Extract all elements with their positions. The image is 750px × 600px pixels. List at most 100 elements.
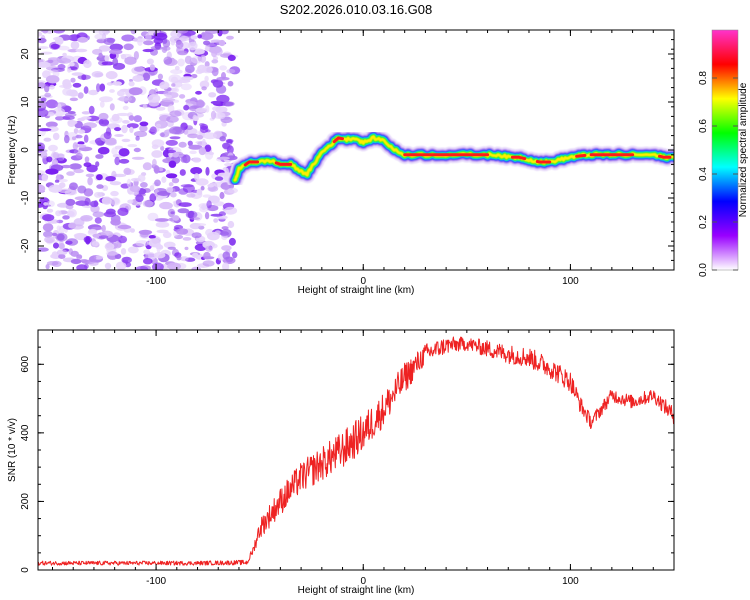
colorbar-label: Normalized spectral amplitude xyxy=(738,82,749,217)
noise-blob xyxy=(161,97,176,103)
noise-blob xyxy=(105,176,116,182)
noise-blob xyxy=(67,67,72,73)
noise-blob xyxy=(169,126,182,135)
noise-blob xyxy=(163,241,176,249)
noise-blob xyxy=(55,210,62,217)
noise-blob xyxy=(211,50,218,57)
noise-blob xyxy=(206,200,212,209)
noise-blob xyxy=(129,185,141,193)
x-tick-label: -100 xyxy=(146,276,166,287)
noise-blob xyxy=(133,147,141,153)
snr-plot-area xyxy=(38,330,674,570)
noise-blob xyxy=(203,40,211,46)
noise-blob xyxy=(91,241,99,247)
noise-blob xyxy=(87,89,99,96)
noise-blob xyxy=(225,155,238,161)
noise-blob xyxy=(91,71,104,78)
noise-blob xyxy=(138,229,153,235)
noise-blob xyxy=(199,206,209,213)
noise-blob xyxy=(38,46,49,50)
noise-blob xyxy=(96,184,104,189)
noise-blob xyxy=(56,225,61,231)
y-tick-label: 600 xyxy=(20,356,31,373)
noise-blob xyxy=(42,223,54,232)
noise-blob xyxy=(155,242,162,250)
noise-blob xyxy=(224,163,233,167)
noise-blob xyxy=(149,126,157,135)
noise-blob xyxy=(98,118,104,125)
noise-blob xyxy=(96,83,101,92)
noise-blob xyxy=(126,123,139,129)
noise-blob xyxy=(123,43,134,51)
noise-blob xyxy=(38,128,52,132)
noise-blob xyxy=(77,92,84,99)
noise-blob xyxy=(159,201,173,210)
noise-blob xyxy=(200,185,205,191)
noise-blob xyxy=(128,115,135,121)
noise-blob xyxy=(177,58,185,67)
noise-blob xyxy=(133,130,148,138)
noise-blob xyxy=(171,87,180,93)
noise-blob xyxy=(172,99,180,103)
noise-blob xyxy=(113,173,127,178)
ridge-peak xyxy=(510,155,527,161)
ridge-peak xyxy=(274,161,293,166)
noise-blob xyxy=(179,94,186,99)
noise-blob xyxy=(98,52,103,58)
noise-blob xyxy=(186,193,196,198)
noise-blob xyxy=(225,138,234,144)
noise-blob xyxy=(153,252,166,259)
noise-blob xyxy=(204,46,210,52)
noise-blob xyxy=(131,156,145,160)
noise-blob xyxy=(204,211,210,220)
noise-blob xyxy=(98,45,111,52)
noise-blob xyxy=(146,58,154,65)
noise-blob xyxy=(195,107,208,113)
noise-blob xyxy=(58,178,68,183)
noise-blob xyxy=(42,214,55,222)
noise-blob xyxy=(165,173,178,179)
noise-blob xyxy=(149,64,155,71)
noise-blob xyxy=(154,189,160,197)
noise-blob xyxy=(222,142,231,149)
noise-blob xyxy=(94,191,103,198)
noise-blob xyxy=(203,251,211,260)
colorbar: 0.0 0.2 0.4 0.6 0.8 Normalized spectral ampl… xyxy=(698,29,749,277)
noise-blob xyxy=(220,231,229,236)
noise-blob xyxy=(128,81,135,87)
y-tick-label: 0 xyxy=(20,147,31,153)
noise-blob xyxy=(210,110,217,120)
noise-blob xyxy=(145,32,152,42)
noise-blob xyxy=(44,92,52,98)
noise-blob xyxy=(75,48,88,53)
noise-blob xyxy=(83,134,89,143)
noise-blob xyxy=(45,75,60,84)
noise-blob xyxy=(204,144,212,152)
noise-blob xyxy=(114,156,120,166)
colorbar-tick-label: 0.6 xyxy=(698,119,709,133)
noise-blob xyxy=(43,202,48,206)
noise-blob xyxy=(133,115,142,123)
noise-blob xyxy=(207,231,220,241)
noise-blob xyxy=(205,166,210,176)
ridge-peak xyxy=(243,160,260,167)
noise-blob xyxy=(220,30,229,35)
noise-blob xyxy=(99,83,106,92)
noise-blob xyxy=(142,162,152,171)
noise-blob xyxy=(47,69,59,74)
noise-blob xyxy=(217,112,226,120)
noise-blob xyxy=(40,97,47,102)
noise-blob xyxy=(45,168,59,175)
noise-blob xyxy=(171,83,176,87)
noise-blob xyxy=(67,120,78,125)
noise-blob xyxy=(192,252,199,258)
noise-blob xyxy=(216,94,230,104)
noise-blob xyxy=(208,151,215,156)
chart-title: S202.2026.010.03.16.G08 xyxy=(280,2,433,17)
noise-blob xyxy=(202,194,212,198)
noise-blob xyxy=(110,190,119,197)
noise-blob xyxy=(83,59,92,69)
noise-blob xyxy=(57,58,72,64)
noise-blob xyxy=(219,65,228,71)
noise-blob xyxy=(116,90,125,97)
